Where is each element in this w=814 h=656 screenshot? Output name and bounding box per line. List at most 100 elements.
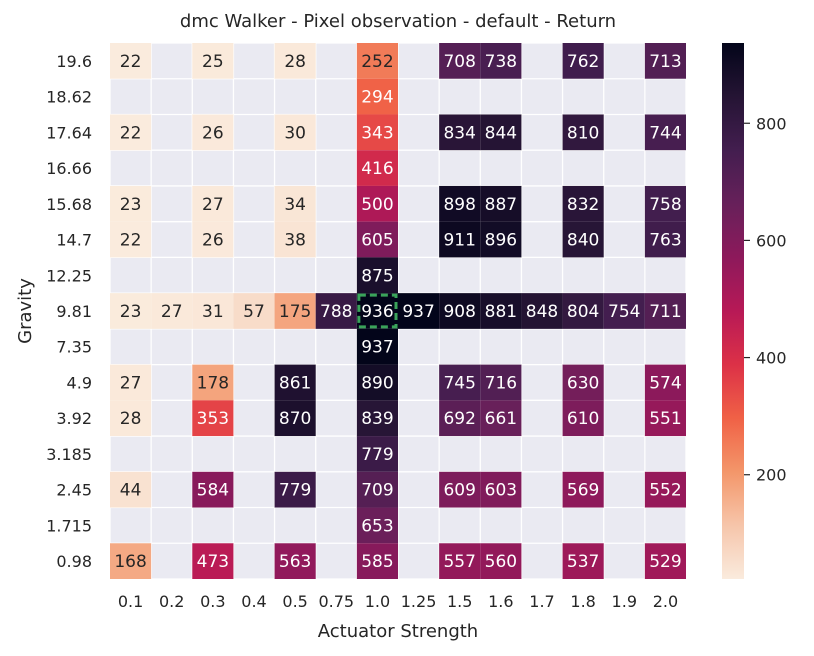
- y-tick-label: 9.81: [56, 302, 92, 321]
- x-tick-label: 2.0: [653, 592, 678, 611]
- heatmap-cell: [356, 114, 398, 151]
- heatmap-cell: [480, 114, 522, 151]
- colorbar: 200 400 600 800: [722, 43, 787, 579]
- cell-value-label: 788: [320, 302, 352, 322]
- colorbar-tick-label: 800: [756, 114, 787, 133]
- cell-value-label: 661: [485, 409, 517, 429]
- heatmap-cell: [192, 114, 234, 151]
- highlight-box: [357, 293, 398, 329]
- cell-value-label: 22: [120, 123, 142, 143]
- x-tick-label: 0.4: [241, 592, 266, 611]
- cell-value-label: 745: [443, 373, 475, 393]
- heatmap-cell: [110, 43, 152, 79]
- cell-value-label: 28: [120, 409, 142, 429]
- heatmap-cell: [356, 364, 398, 401]
- heatmap-cell: [439, 185, 481, 222]
- cell-value-label: 937: [402, 302, 434, 322]
- heatmap-cell: [110, 221, 152, 258]
- cell-value-label: 708: [443, 52, 475, 72]
- heatmap-cell: [274, 43, 316, 79]
- heatmap-cell: [480, 221, 522, 258]
- heatmap-cell: [439, 221, 481, 258]
- cell-value-label: 653: [361, 516, 393, 536]
- colorbar-tick-label: 400: [756, 349, 787, 368]
- heatmap-cell: [192, 293, 234, 329]
- heatmap-cell: [356, 257, 398, 294]
- y-tick-label: 3.92: [56, 409, 92, 428]
- heatmap-cell: [192, 400, 234, 437]
- heatmap-cell: [151, 293, 193, 329]
- heatmap-cell: [274, 114, 316, 151]
- x-tick-label: 1.5: [447, 592, 472, 611]
- cell-value-label: 343: [361, 123, 393, 143]
- cell-value-label: 26: [202, 231, 224, 251]
- x-tick-label: 0.75: [318, 592, 354, 611]
- cell-value-label: 30: [284, 123, 306, 143]
- cell-value-label: 353: [197, 409, 229, 429]
- cell-value-label: 692: [443, 409, 475, 429]
- cell-value-label: 605: [361, 231, 393, 251]
- x-tick-label: 0.1: [118, 592, 143, 611]
- colorbar-tick-label: 600: [756, 231, 787, 250]
- heatmap-cell: [110, 114, 152, 151]
- colorbar-gradient: [722, 43, 744, 579]
- cell-value-label: 252: [361, 52, 393, 72]
- cell-value-label: 584: [197, 481, 229, 501]
- cell-value-label: 585: [361, 552, 393, 572]
- cell-value-label: 779: [361, 445, 393, 465]
- cell-value-label: 22: [120, 52, 142, 72]
- cell-value-label: 840: [567, 231, 599, 251]
- cell-value-label: 569: [567, 481, 599, 501]
- heatmap-cell: [480, 293, 522, 329]
- cell-value-label: 630: [567, 373, 599, 393]
- heatmap-cell: [644, 400, 686, 437]
- cell-value-label: 38: [284, 231, 306, 251]
- cell-value-label: 178: [197, 373, 229, 393]
- heatmap-cell: [562, 364, 604, 401]
- x-axis-label: Actuator Strength: [318, 621, 478, 642]
- cell-value-label: 28: [284, 52, 306, 72]
- cell-value-label: 57: [243, 302, 265, 322]
- heatmap-cell: [356, 78, 398, 115]
- cell-value-label: 908: [443, 302, 475, 322]
- cell-value-label: 713: [649, 52, 681, 72]
- heatmap-cell: [274, 471, 316, 508]
- cell-value-label: 168: [114, 552, 146, 572]
- y-tick-label: 2.45: [56, 481, 92, 500]
- x-tick-label: 1.25: [401, 592, 437, 611]
- heatmap-cell: [603, 293, 645, 329]
- y-tick-label: 18.62: [46, 88, 92, 107]
- heatmap-cell: [192, 221, 234, 258]
- cell-value-label: 27: [120, 373, 142, 393]
- cell-value-label: 881: [485, 302, 517, 322]
- heatmap-cell: [192, 43, 234, 79]
- heatmap-cell: [192, 543, 234, 579]
- y-tick-label: 3.185: [46, 445, 92, 464]
- x-tick-labels: 0.1 0.2 0.3 0.4 0.5 0.75 1.0 1.25 1.5 1.6 1.7 1.8 1.…: [118, 592, 678, 611]
- heatmap-cell: [562, 471, 604, 508]
- cell-value-label: 22: [120, 231, 142, 251]
- cell-value-label: 754: [608, 302, 640, 322]
- chart-title: dmc Walker - Pixel observation - default…: [180, 11, 616, 32]
- heatmap-cell: [521, 293, 563, 329]
- heatmap-cell: [356, 221, 398, 258]
- cell-value-label: 936: [361, 302, 393, 322]
- cell-value-label: 27: [161, 302, 183, 322]
- heatmap-cell: [480, 400, 522, 437]
- heatmap-cell: [192, 364, 234, 401]
- heatmap-cell: [644, 221, 686, 258]
- cell-value-label: 473: [197, 552, 229, 572]
- x-tick-label: 1.8: [570, 592, 595, 611]
- cell-value-label: 563: [279, 552, 311, 572]
- y-tick-label: 1.715: [46, 516, 92, 535]
- cell-value-label: 609: [443, 481, 475, 501]
- cell-value-label: 603: [485, 481, 517, 501]
- heatmap-cell: [480, 471, 522, 508]
- heatmap-cell: [356, 507, 398, 544]
- y-tick-label: 15.68: [46, 195, 92, 214]
- cell-value-label: 560: [485, 552, 517, 572]
- cell-value-label: 911: [443, 231, 475, 251]
- cell-value-label: 844: [485, 123, 517, 143]
- cell-value-label: 44: [120, 481, 142, 501]
